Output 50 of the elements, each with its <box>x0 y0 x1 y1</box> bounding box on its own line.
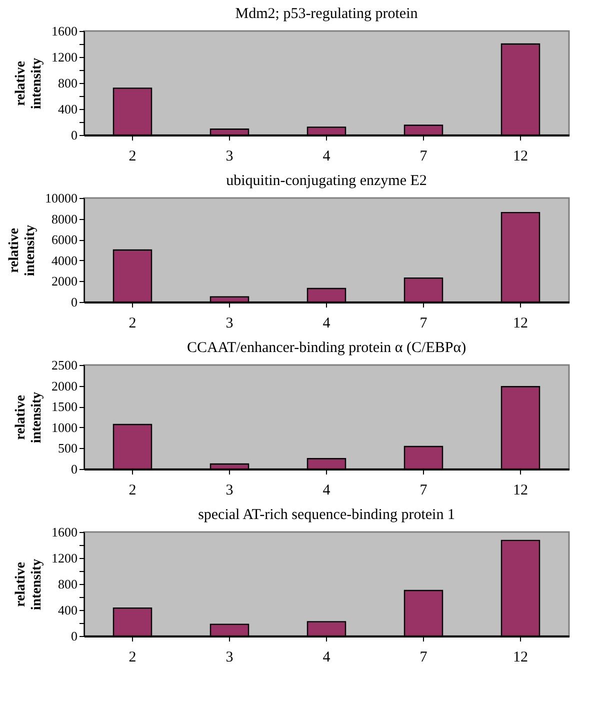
x-tick-label: 7 <box>420 316 428 332</box>
x-tick-label: 12 <box>513 650 528 666</box>
x-tick-label: 7 <box>420 482 428 498</box>
y-tick-label: 1500 <box>52 399 78 414</box>
x-tick-label: 7 <box>420 650 428 666</box>
x-tick-label: 4 <box>322 650 331 666</box>
y-tick-label: 1000 <box>52 420 78 435</box>
x-tick-label: 12 <box>513 148 528 164</box>
chart-title: special AT-rich sequence-binding protein 1 <box>198 507 455 523</box>
y-tick-label: 10000 <box>45 190 78 206</box>
chart-title: CCAAT/enhancer-binding protein α (C/EBPα) <box>186 340 466 356</box>
y-tick-label: 2500 <box>52 358 78 372</box>
x-tick-label: 2 <box>128 482 136 498</box>
y-tick-label: 0 <box>71 628 78 644</box>
y-axis-title: relative intensity <box>14 58 44 110</box>
x-tick-label: 12 <box>513 316 528 332</box>
x-tick-label: 2 <box>128 650 136 666</box>
y-tick-label: 2000 <box>52 274 78 289</box>
x-tick-label: 3 <box>226 650 234 666</box>
x-tick-label: 4 <box>322 148 331 164</box>
y-tick-label: 0 <box>71 462 78 476</box>
x-tick-label: 2 <box>128 148 136 164</box>
chart-title: ubiquitin-conjugating enzyme E2 <box>226 173 427 189</box>
y-tick-label: 1200 <box>52 50 78 64</box>
y-tick-label: 1600 <box>52 524 78 540</box>
y-tick-label: 0 <box>71 128 78 142</box>
x-tick-label: 2 <box>128 316 136 332</box>
y-tick-label: 0 <box>71 294 78 310</box>
y-tick-label: 2000 <box>52 378 78 394</box>
x-tick-label: 4 <box>322 316 331 332</box>
y-axis-title: relative intensity <box>14 392 44 444</box>
x-tick-label: 7 <box>420 148 428 164</box>
x-tick-label: 12 <box>513 482 528 498</box>
y-tick-label: 800 <box>58 576 78 592</box>
x-tick-label: 3 <box>226 148 234 164</box>
y-tick-label: 8000 <box>52 211 78 226</box>
y-tick-label: 6000 <box>52 232 78 248</box>
y-axis-title: relative intensity <box>7 224 38 276</box>
y-tick-label: 800 <box>58 76 78 90</box>
x-tick-label: 3 <box>226 482 234 498</box>
y-tick-label: 1200 <box>52 550 78 566</box>
x-tick-label: 4 <box>322 482 331 498</box>
x-tick-label: 3 <box>226 316 234 332</box>
y-tick-label: 4000 <box>52 252 78 268</box>
y-tick-label: 500 <box>58 440 78 456</box>
chart-title: Mdm2; p53-regulating protein <box>235 6 418 22</box>
y-axis-title: relative intensity <box>14 558 44 610</box>
y-tick-label: 400 <box>58 602 78 618</box>
y-tick-label: 400 <box>58 102 78 116</box>
y-tick-label: 1600 <box>52 24 78 38</box>
